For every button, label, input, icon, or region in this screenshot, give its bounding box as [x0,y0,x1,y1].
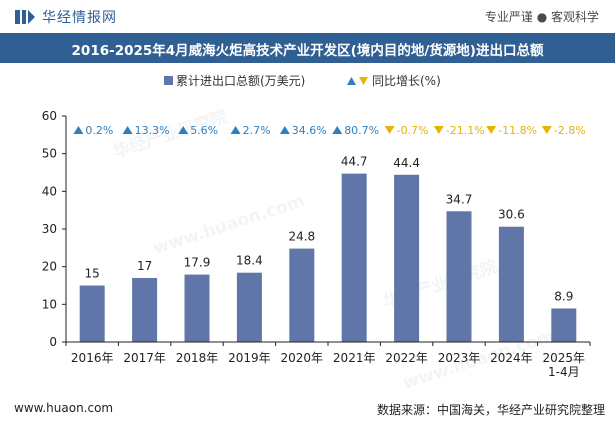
y-tick-label: 10 [42,297,57,311]
legend-bar-swatch [164,76,173,85]
growth-label: -11.8% [498,124,537,137]
x-tick-label: 2022年 [385,351,428,365]
x-tick-label: 2018年 [176,351,219,365]
y-axis: 0 10 20 30 40 50 60 [42,109,67,349]
bar [79,285,105,342]
growth-up-triangle-icon [122,126,133,134]
bar-value-label: 17 [137,259,152,273]
y-tick-label: 50 [42,147,57,161]
bar-value-label: 17.9 [184,256,211,270]
x-tick-label: 2021年 [333,351,376,365]
growth-up-triangle-icon [230,126,241,134]
title-bar: 2016-2025年4月威海火炬高技术产业开发区(境内目的地/货源地)进出口总额 [0,33,615,63]
y-tick-label: 60 [42,109,57,123]
growth-up-triangle-icon [73,126,84,134]
chart-title: 2016-2025年4月威海火炬高技术产业开发区(境内目的地/货源地)进出口总额 [71,43,544,59]
growth-label: 80.7% [344,124,379,137]
growth-label: -21.1% [446,124,485,137]
growth-label: 34.6% [292,124,327,137]
growth-up-triangle-icon [178,126,189,134]
x-tick-label: 2019年 [228,351,271,365]
growth-labels-group: 0.2% 13.3% 5.6% 2.7% 34.6% 80.7% -0.7% -21.1% -1… [73,124,586,137]
x-tick-label: 2020年 [281,351,324,365]
growth-label: 2.7% [243,124,271,137]
growth-label: 13.3% [135,124,170,137]
bar [394,174,420,342]
slogan: 专业严谨 ● 客观科学 [484,10,599,24]
brand-name: 华经情报网 [42,10,117,26]
bar-value-label: 30.6 [498,208,525,222]
bars-group: 15 17 17.9 18.4 24.8 44.7 44.4 34.7 30.6 8.9 [79,155,577,342]
bar-value-label: 44.4 [393,156,420,170]
legend-up-triangle-icon [347,77,356,85]
growth-down-triangle-icon [541,126,552,134]
bar [132,277,158,342]
footer-source: 数据来源：中国海关，华经产业研究院整理 [376,403,605,417]
bar-value-label: 34.7 [446,192,473,206]
y-tick-label: 0 [49,335,57,349]
bar [446,211,472,342]
growth-label: -0.7% [397,124,429,137]
growth-down-triangle-icon [486,126,497,134]
legend-label-total: 累计进出口总额(万美元) [176,74,305,88]
bar-value-label: 15 [85,267,100,281]
bar [341,173,367,342]
x-axis: 2016年 2017年 2018年 2019年 2020年 2021年 2022年 2023年… [65,341,591,379]
growth-up-triangle-icon [332,126,343,134]
bar-value-label: 18.4 [236,254,263,268]
bar-value-label: 44.7 [341,155,368,169]
growth-label: 0.2% [85,124,113,137]
legend: 累计进出口总额(万美元) 同比增长(%) [164,74,441,88]
growth-down-triangle-icon [433,126,444,134]
y-tick-label: 40 [42,184,57,198]
bar [184,274,210,342]
bar [236,272,262,342]
huajing-logo-icon [15,10,35,24]
legend-label-growth: 同比增长(%) [372,74,441,88]
x-tick-label: 2017年 [123,351,166,365]
bar [498,226,524,342]
growth-label: -2.8% [554,124,586,137]
x-tick-label: 2023年 [438,351,481,365]
y-tick-label: 30 [42,222,57,236]
bar [551,308,577,342]
x-tick-label: 2016年 [71,351,114,365]
x-tick-label: 2024年 [490,351,533,365]
bar-value-label: 24.8 [288,230,315,244]
footer-website: www.huaon.com [14,401,114,415]
growth-label: 5.6% [190,124,218,137]
bar [289,248,315,342]
x-tick-label: 2025年 1-4月 [543,351,586,379]
legend-down-triangle-icon [359,77,368,85]
top-bar: 华经情报网 专业严谨 ● 客观科学 [0,0,615,33]
growth-up-triangle-icon [279,126,290,134]
growth-down-triangle-icon [384,126,395,134]
bar-value-label: 8.9 [554,289,573,303]
y-tick-label: 20 [42,260,57,274]
